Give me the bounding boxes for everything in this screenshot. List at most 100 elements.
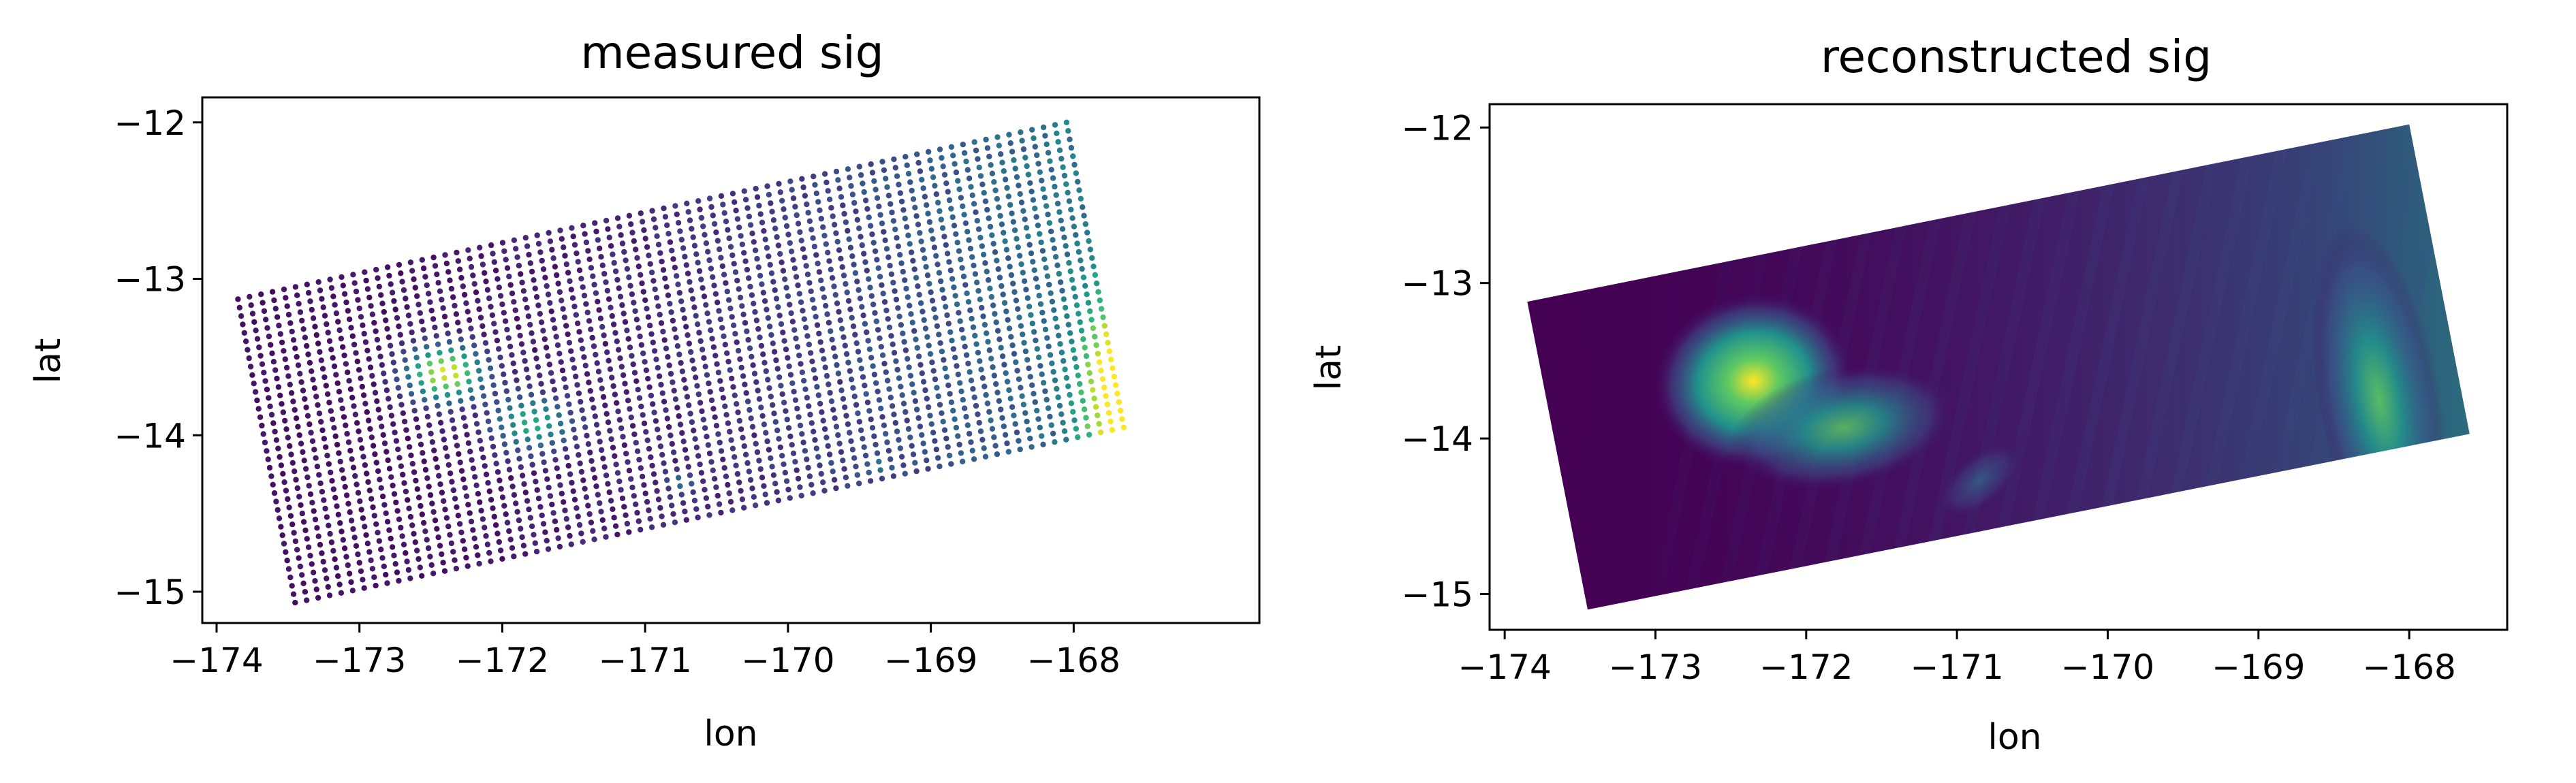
- scatter-point: [817, 339, 823, 345]
- scatter-point: [550, 317, 556, 323]
- scatter-point: [1001, 424, 1007, 430]
- scatter-point: [670, 379, 676, 385]
- scatter-point: [900, 462, 907, 468]
- scatter-point: [977, 296, 984, 302]
- scatter-point: [707, 389, 713, 395]
- scatter-point: [768, 394, 774, 400]
- scatter-point: [744, 460, 751, 466]
- scatter-point: [462, 485, 468, 491]
- scatter-point: [815, 260, 821, 267]
- scatter-point: [370, 504, 376, 511]
- scatter-point: [736, 286, 742, 292]
- scatter-point: [492, 522, 499, 528]
- scatter-point: [986, 409, 992, 415]
- scatter-point: [613, 462, 619, 468]
- scatter-point: [583, 494, 590, 500]
- scatter-point: [519, 473, 526, 479]
- scatter-point: [672, 203, 678, 209]
- scatter-point: [738, 364, 744, 371]
- scatter-point: [720, 202, 726, 208]
- scatter-point: [1020, 146, 1027, 153]
- scatter-point: [691, 366, 697, 372]
- scatter-point: [708, 397, 715, 404]
- scatter-point: [593, 483, 599, 490]
- scatter-point: [902, 215, 909, 222]
- scatter-point: [907, 179, 913, 185]
- scatter-point: [504, 326, 510, 333]
- scatter-point: [771, 349, 778, 355]
- scatter-point: [577, 460, 583, 466]
- scatter-point: [517, 332, 523, 339]
- scatter-point: [849, 315, 855, 321]
- scatter-point: [287, 574, 294, 581]
- scatter-point: [866, 214, 872, 221]
- scatter-point: [463, 493, 470, 499]
- scatter-point: [871, 433, 877, 439]
- scatter-point: [403, 366, 410, 372]
- scatter-point: [631, 431, 638, 437]
- scatter-point: [821, 232, 828, 239]
- scatter-point: [989, 170, 996, 176]
- scatter-point: [836, 308, 842, 315]
- scatter-point: [550, 255, 556, 261]
- scatter-point: [747, 477, 754, 483]
- scatter-point: [953, 231, 959, 237]
- scatter-point: [879, 352, 886, 358]
- scatter-point: [845, 421, 851, 428]
- scatter-point: [657, 250, 663, 256]
- scatter-point: [881, 422, 888, 428]
- scatter-point: [981, 321, 988, 328]
- scatter-point: [866, 276, 872, 282]
- scatter-point: [832, 353, 838, 359]
- scatter-point: [739, 241, 746, 248]
- scatter-point: [543, 406, 549, 413]
- scatter-point: [921, 317, 927, 323]
- scatter-point: [977, 173, 984, 179]
- scatter-point: [492, 329, 499, 335]
- scatter-point: [489, 374, 495, 380]
- scatter-point: [736, 417, 743, 424]
- scatter-point: [627, 283, 633, 289]
- scatter-point: [729, 191, 736, 197]
- scatter-point: [927, 413, 933, 419]
- scatter-point: [747, 345, 753, 351]
- scatter-point: [1075, 372, 1082, 379]
- scatter-point: [414, 293, 420, 300]
- scatter-point: [1063, 181, 1069, 187]
- scatter-point: [1110, 365, 1116, 371]
- scatter-point: [913, 468, 920, 475]
- scatter-point: [902, 347, 909, 353]
- scatter-point: [703, 240, 710, 246]
- scatter-point: [305, 289, 312, 296]
- scatter-point: [757, 211, 764, 217]
- scatter-point: [756, 396, 763, 402]
- scatter-point: [988, 162, 994, 168]
- scatter-point: [909, 187, 915, 194]
- scatter-point: [344, 430, 350, 437]
- scatter-point: [382, 379, 388, 385]
- scatter-point: [888, 394, 894, 400]
- scatter-point: [431, 447, 437, 453]
- scatter-point: [640, 350, 646, 357]
- scatter-point: [725, 481, 731, 488]
- scatter-point: [1038, 239, 1044, 246]
- scatter-point: [509, 352, 515, 358]
- scatter-point: [743, 390, 749, 396]
- scatter-point: [922, 325, 929, 332]
- scatter-point: [864, 461, 870, 467]
- scatter-point: [1043, 265, 1049, 271]
- scatter-point: [946, 197, 953, 204]
- scatter-point: [898, 260, 905, 266]
- scatter-point: [756, 202, 762, 209]
- scatter-point: [298, 502, 304, 508]
- scatter-point: [426, 360, 433, 367]
- scatter-point: [584, 432, 590, 438]
- scatter-point: [1005, 255, 1011, 261]
- scatter-point: [772, 287, 778, 293]
- scatter-point: [593, 421, 600, 428]
- scatter-point: [403, 488, 409, 495]
- scatter-point: [541, 336, 548, 342]
- scatter-point: [559, 236, 565, 242]
- scatter-point: [533, 548, 540, 555]
- scatter-point: [428, 562, 435, 568]
